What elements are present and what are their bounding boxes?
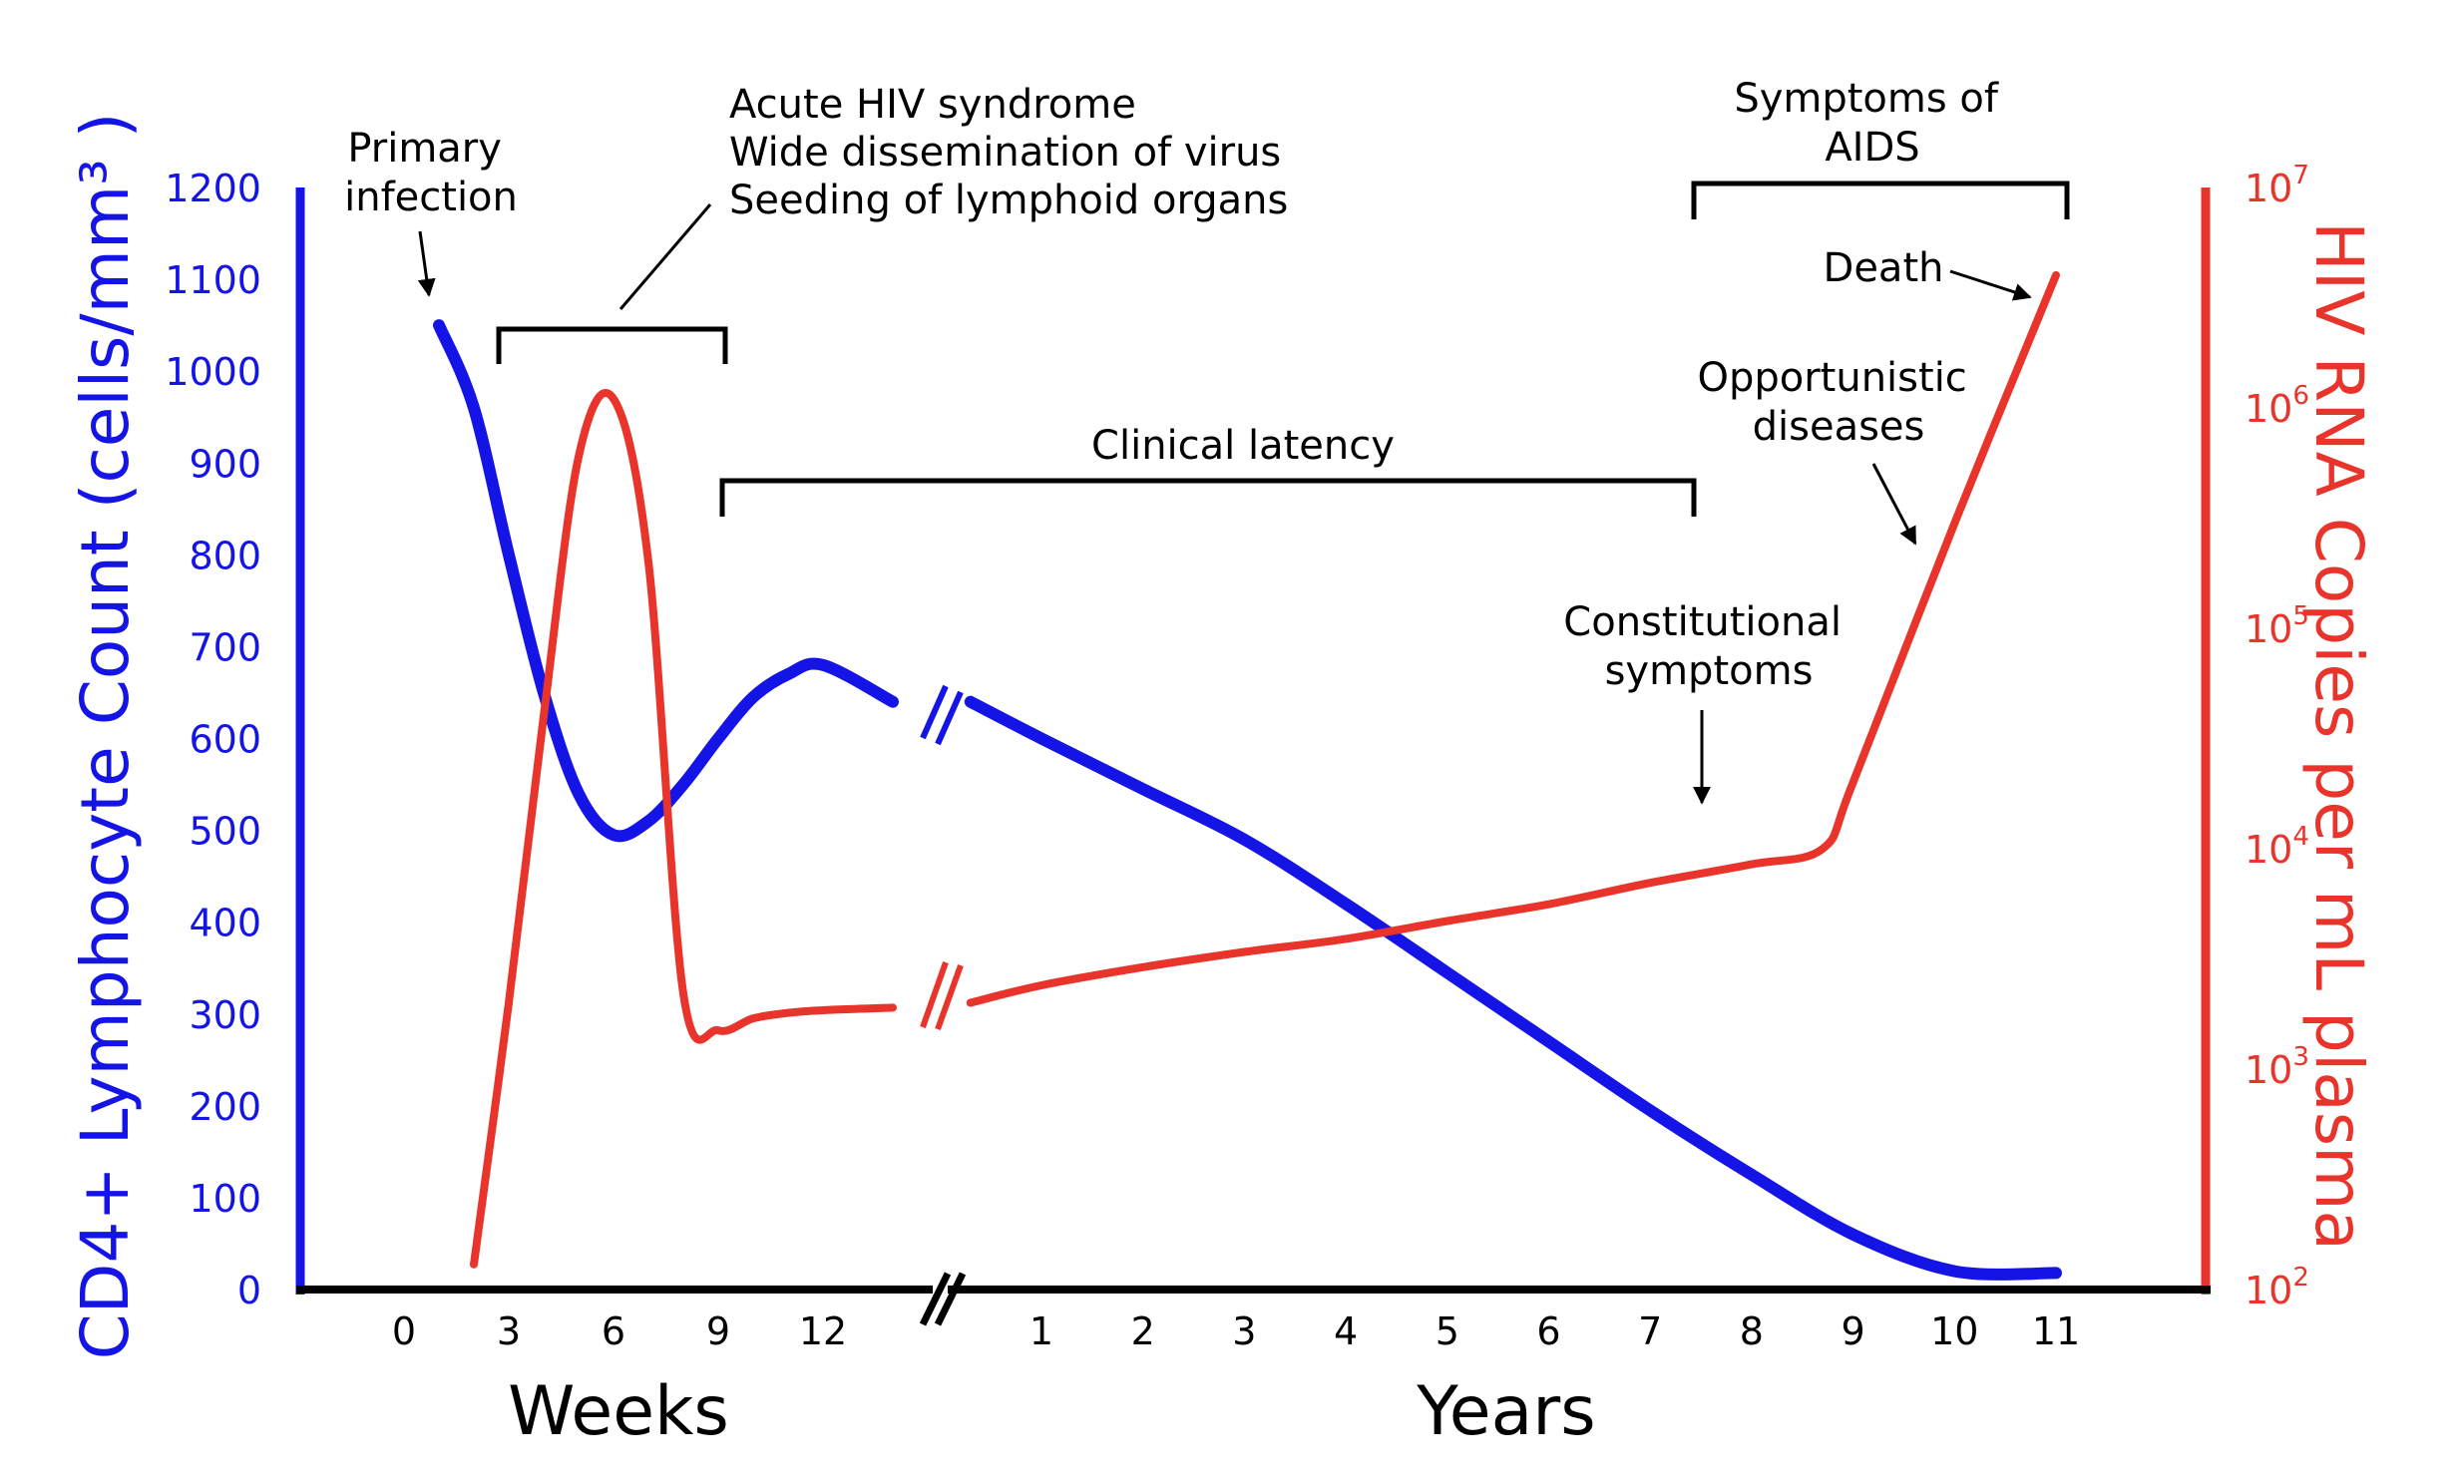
x-tick-label-years: 1	[1029, 1309, 1053, 1353]
primary-infection-arrow	[417, 230, 436, 297]
right-tick-label: 106	[2245, 381, 2309, 431]
primary-infection-label: Primary infection	[344, 126, 518, 220]
x-tick-label-weeks: 3	[497, 1309, 521, 1353]
constitutional-label: Constitutional symptoms	[1563, 599, 1853, 694]
left-tick-label: 700	[189, 625, 261, 669]
weeks-label: Weeks	[508, 1372, 729, 1451]
left-tick-label: 900	[189, 442, 261, 486]
right-tick-label: 102	[2245, 1263, 2309, 1312]
series-layer	[433, 270, 2062, 1281]
x-tick-label-weeks: 6	[602, 1309, 625, 1353]
left-tick-label: 1200	[165, 167, 261, 210]
cd4-line-weeks	[433, 319, 899, 843]
right-axis-tick-labels: 102 103 104 105 106 107	[2245, 161, 2309, 1312]
symptoms-aids-label: Symptoms of AIDS	[1734, 76, 2010, 171]
left-tick-label: 200	[189, 1085, 261, 1129]
opportunistic-arrow	[1871, 463, 1917, 546]
rna-series-break-marks	[920, 960, 964, 1031]
right-tick-label: 104	[2245, 822, 2309, 872]
x-tick-label-weeks: 9	[706, 1309, 730, 1353]
opportunistic-label: Opportunistic diseases	[1697, 355, 1979, 450]
left-tick-label: 600	[189, 718, 261, 762]
right-tick-label: 105	[2245, 601, 2309, 651]
cd4-series-break-marks	[920, 684, 964, 746]
left-axis-label: CD4+ Lymphocyte Count (cells/mm³ )	[67, 113, 144, 1360]
acute-hiv-label: Acute HIV syndrome Wide dissemination of…	[729, 82, 1294, 223]
cd4-line-years	[964, 695, 2062, 1281]
x-axis-break-marks	[919, 1272, 967, 1326]
x-tick-label-years: 2	[1131, 1309, 1155, 1353]
left-tick-label: 800	[189, 534, 261, 577]
left-tick-label: 400	[189, 902, 261, 945]
clinical-latency-bracket	[719, 478, 1697, 517]
acute-pointer-line	[618, 203, 712, 310]
rna-line-years	[966, 270, 2060, 1007]
x-tick-label-years: 4	[1334, 1309, 1358, 1353]
death-label: Death	[1824, 245, 1944, 291]
death-arrow	[1949, 269, 2032, 301]
x-tick-label-weeks: 0	[392, 1309, 416, 1353]
left-tick-label: 0	[237, 1269, 261, 1312]
x-tick-label-weeks: 12	[799, 1309, 847, 1353]
right-axis-label: HIV RNA Copies per mL plasma	[2300, 221, 2377, 1251]
x-tick-label-years: 5	[1436, 1309, 1459, 1353]
right-tick-label: 103	[2245, 1042, 2309, 1092]
x-tick-label-years: 3	[1232, 1309, 1256, 1353]
x-tick-label-years: 8	[1740, 1309, 1764, 1353]
rna-line-weeks	[470, 389, 897, 1269]
x-tick-label-years: 9	[1842, 1309, 1865, 1353]
x-tick-label-years: 6	[1536, 1309, 1560, 1353]
left-tick-label: 1000	[165, 350, 261, 394]
left-axis-tick-labels: 0 100 200 300 400 500 600 700 800 900 1000 1100 1200	[165, 167, 261, 1312]
x-tick-label-years: 10	[1930, 1309, 1978, 1353]
right-tick-label: 107	[2245, 161, 2309, 210]
left-tick-label: 500	[189, 810, 261, 854]
x-tick-label-years: 7	[1638, 1309, 1662, 1353]
acute-bracket	[496, 326, 728, 364]
years-label: Years	[1416, 1372, 1595, 1451]
clinical-latency-label: Clinical latency	[1091, 423, 1395, 469]
left-tick-label: 100	[189, 1177, 261, 1221]
x-tick-label-years: 11	[2032, 1309, 2080, 1353]
left-tick-label: 300	[189, 993, 261, 1037]
symptoms-aids-bracket	[1691, 181, 2070, 219]
left-tick-label: 1100	[165, 258, 261, 302]
x-axis-tick-labels: 0 3 6 9 12 1 2 3 4 5 6 7 8 9 10 11	[392, 1309, 2080, 1353]
